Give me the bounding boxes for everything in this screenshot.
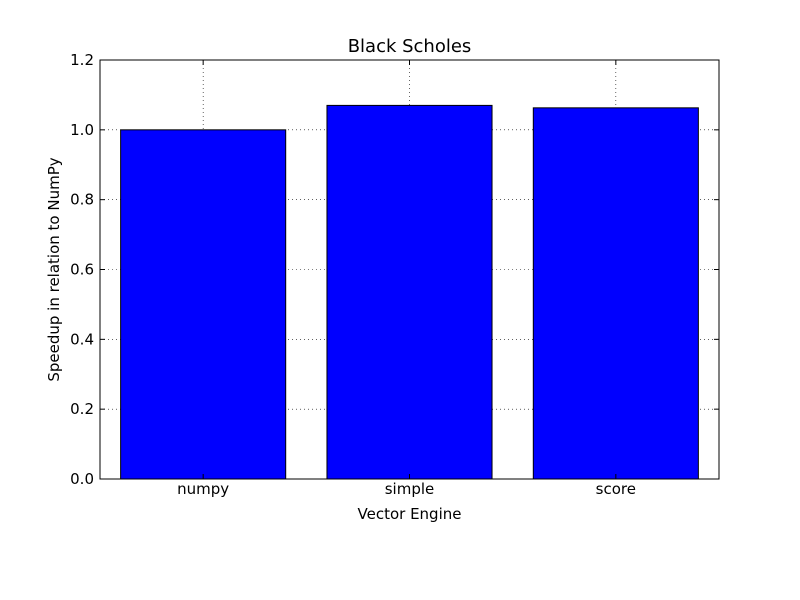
bars (120, 104, 699, 480)
axis-ticks (100, 59, 719, 480)
x-tick-label-score: score (596, 480, 636, 498)
y-axis-title: Speedup in relation to NumPy (45, 157, 63, 381)
tick-labels: 0.0 0.2 0.4 0.6 0.8 1.0 1.2 numpy simple score (70, 51, 636, 498)
chart-title: Black Scholes (348, 36, 472, 57)
y-tick-label: 1.0 (70, 121, 94, 139)
y-tick-label: 1.2 (70, 51, 94, 69)
x-tick-label-numpy: numpy (177, 480, 229, 498)
y-tick-label: 0.2 (70, 400, 94, 418)
y-tick-label: 0.6 (70, 261, 94, 279)
y-tick-label: 0.4 (70, 330, 94, 348)
y-tick-label: 0.0 (70, 470, 94, 488)
bar-numpy (120, 129, 287, 480)
bar-score (532, 107, 699, 480)
y-tick-label: 0.8 (70, 191, 94, 209)
x-axis-title: Vector Engine (358, 505, 462, 523)
bar-simple (326, 104, 493, 480)
x-tick-label-simple: simple (385, 480, 435, 498)
